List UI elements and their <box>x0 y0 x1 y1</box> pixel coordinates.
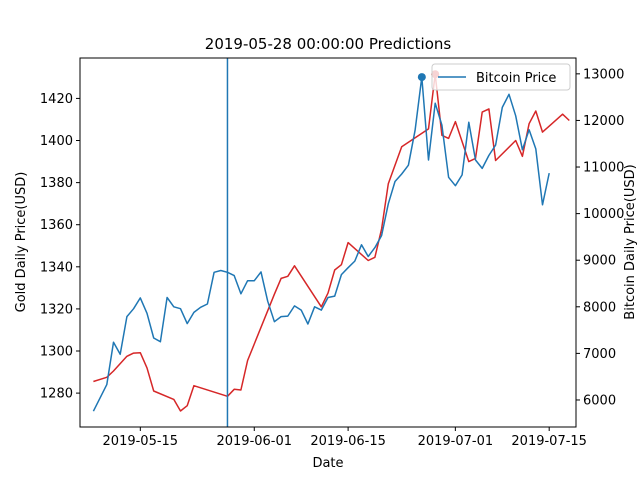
legend-box <box>431 63 571 91</box>
y-right-tick-label: 7000 <box>583 347 616 362</box>
y-right-tick-label: 12000 <box>583 114 624 129</box>
chart-title: 2019-05-28 00:00:00 Predictions <box>205 35 452 53</box>
plot-frame <box>79 57 577 428</box>
x-tick-label: 2019-05-15 <box>103 434 179 449</box>
y-left-tick-label: 1340 <box>40 260 73 275</box>
y-left-axis: 1280 1300 1320 1340 1360 1380 1400 1420 <box>40 92 80 402</box>
y-left-tick-label: 1380 <box>40 176 73 191</box>
y-right-tick-label: 9000 <box>583 254 616 269</box>
x-tick-label: 2019-06-01 <box>216 434 292 449</box>
y-left-tick-label: 1300 <box>40 345 73 360</box>
y-right-tick-label: 11000 <box>583 161 624 176</box>
y-left-tick-label: 1420 <box>40 92 73 107</box>
y-left-axis-label: Gold Daily Price(USD) <box>14 172 29 313</box>
y-left-tick-label: 1400 <box>40 134 73 149</box>
y-right-tick-label: 6000 <box>583 393 616 408</box>
legend: Bitcoin Price <box>431 63 571 91</box>
lines-layer <box>92 58 570 427</box>
y-right-axis-label: Bitcoin Daily Price(USD) <box>623 164 638 319</box>
x-tick-label: 2019-07-01 <box>418 434 494 449</box>
legend-label: Bitcoin Price <box>476 71 556 86</box>
x-tick-label: 2019-07-15 <box>511 434 587 449</box>
gold-price-line <box>93 73 570 412</box>
bitcoin-price-line <box>92 76 550 412</box>
x-axis: 2019-05-15 2019-06-01 2019-06-15 2019-07-01… <box>103 427 587 449</box>
x-axis-label: Date <box>312 456 343 471</box>
y-right-tick-label: 13000 <box>583 67 624 82</box>
y-right-tick-label: 10000 <box>583 207 624 222</box>
y-right-axis: 6000 7000 8000 9000 10000 11000 12000 13000 <box>576 67 624 408</box>
bitcoin-price-peak-marker <box>417 73 426 82</box>
x-tick-label: 2019-06-15 <box>310 434 386 449</box>
y-left-tick-label: 1360 <box>40 218 73 233</box>
y-left-tick-label: 1280 <box>40 387 73 402</box>
y-right-tick-label: 8000 <box>583 300 616 315</box>
y-left-tick-label: 1320 <box>40 302 73 317</box>
